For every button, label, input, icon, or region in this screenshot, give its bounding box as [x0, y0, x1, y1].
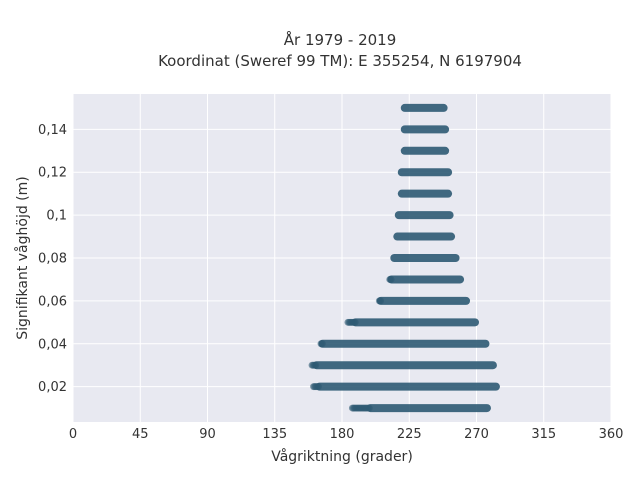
x-tick-label: 0 [69, 427, 77, 442]
y-axis-ticks: 0,02 0,04 0,06 0,08 0,1 0,12 0,14 [38, 123, 67, 395]
data-points [308, 103, 500, 413]
band-0.02 [310, 382, 500, 391]
band-0.04 [317, 339, 490, 348]
y-tick-label: 0,1 [46, 209, 67, 224]
data-point [377, 297, 385, 305]
x-tick-label: 135 [262, 427, 287, 442]
x-tick-label: 270 [464, 427, 489, 442]
y-tick-label: 0,06 [38, 294, 67, 309]
data-point [365, 404, 373, 412]
band-0.05 [344, 318, 480, 327]
x-tick-label: 360 [599, 427, 624, 442]
chart-title: År 1979 - 2019 [284, 30, 397, 49]
x-axis-label: Vågriktning (grader) [271, 448, 413, 465]
x-tick-label: 315 [531, 427, 556, 442]
data-point [387, 275, 395, 283]
chart-subtitle: Koordinat (Sweref 99 TM): E 355254, N 61… [158, 52, 522, 70]
data-point [351, 318, 359, 326]
band-0.01 [348, 404, 491, 413]
x-tick-label: 180 [330, 427, 355, 442]
data-point [318, 340, 326, 348]
band-0.06 [375, 296, 471, 305]
y-axis-label: Signifikant våghöjd (m) [14, 176, 31, 339]
y-tick-label: 0,12 [38, 166, 67, 181]
y-tick-label: 0,02 [38, 380, 67, 395]
x-tick-label: 45 [132, 427, 149, 442]
band-0.03 [308, 361, 497, 370]
data-point [312, 361, 320, 369]
y-tick-label: 0,14 [38, 123, 67, 138]
x-tick-label: 225 [397, 427, 422, 442]
y-tick-label: 0,04 [38, 337, 67, 352]
x-axis-ticks: 0 45 90 135 180 225 270 315 360 [69, 427, 624, 442]
y-tick-label: 0,08 [38, 252, 67, 267]
x-tick-label: 90 [199, 427, 216, 442]
band-0.07 [386, 275, 465, 284]
data-point [314, 383, 322, 391]
